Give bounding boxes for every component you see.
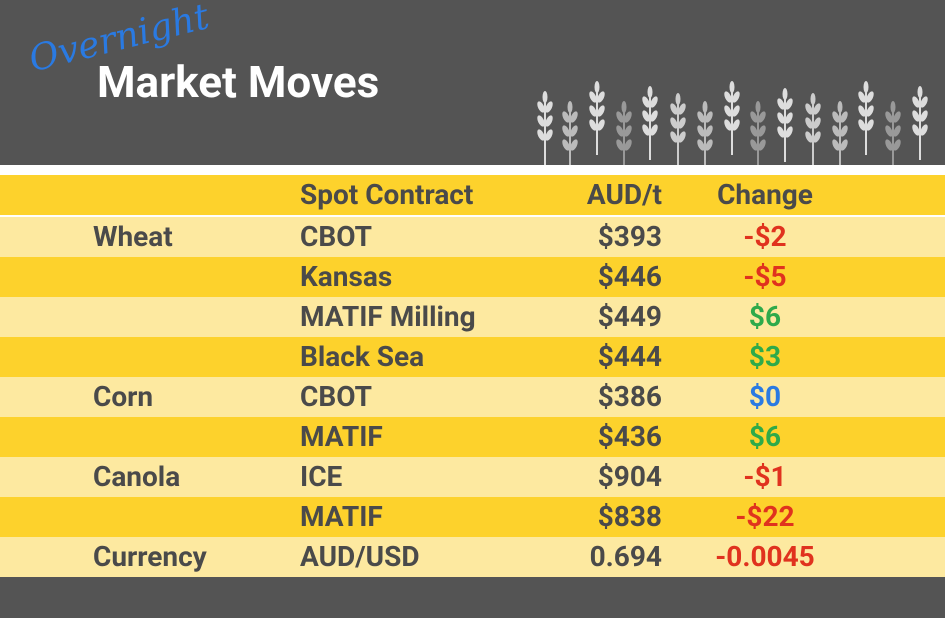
price: $446	[597, 260, 662, 293]
change: -0.0045	[715, 540, 815, 573]
change: -$22	[735, 500, 795, 533]
title: Market Moves	[97, 56, 380, 108]
change: $6	[748, 300, 782, 333]
table-row: Currency AUD/USD 0.694 -0.0045	[0, 537, 945, 577]
price: $386	[597, 380, 662, 413]
header-row: Spot Contract AUD/t Change	[0, 175, 945, 215]
contract: MATIF	[300, 500, 383, 533]
table-row: Wheat CBOT $393 -$2	[0, 217, 945, 257]
change: -$2	[743, 220, 787, 253]
table-row: MATIF Milling $449 $6	[0, 297, 945, 337]
table-row: Black Sea $444 $3	[0, 337, 945, 377]
price: $436	[597, 420, 662, 453]
price: $444	[597, 340, 662, 373]
contract: AUD/USD	[300, 540, 420, 573]
commodity: Corn	[93, 380, 154, 413]
contract: MATIF	[300, 420, 383, 453]
contract: Black Sea	[300, 340, 425, 373]
column-header: Change	[717, 178, 813, 211]
table-row: MATIF $436 $6	[0, 417, 945, 457]
price: $904	[597, 460, 662, 493]
price: $393	[597, 220, 662, 253]
column-header: Spot Contract	[300, 178, 474, 211]
change: -$1	[743, 460, 787, 493]
change: $3	[748, 340, 782, 373]
contract: CBOT	[300, 380, 372, 413]
price: 0.694	[589, 540, 662, 573]
change: $0	[748, 380, 782, 413]
commodity: Canola	[93, 460, 181, 493]
table-row: MATIF $838 -$22	[0, 497, 945, 537]
commodity: Currency	[93, 540, 207, 573]
contract: ICE	[300, 460, 343, 493]
change: -$5	[743, 260, 787, 293]
contract: MATIF Milling	[300, 300, 476, 333]
commodity: Wheat	[93, 220, 173, 253]
column-header: AUD/t	[586, 178, 662, 211]
table-row: Kansas $446 -$5	[0, 257, 945, 297]
footer-band	[0, 577, 945, 618]
header-band: Market Moves Overnight	[0, 0, 945, 165]
table-row: Canola ICE $904 -$1	[0, 457, 945, 497]
price: $449	[597, 300, 662, 333]
price: $838	[597, 500, 662, 533]
table-row: Corn CBOT $386 $0	[0, 377, 945, 417]
contract: Kansas	[300, 260, 393, 293]
contract: CBOT	[300, 220, 372, 253]
change: $6	[748, 420, 782, 453]
